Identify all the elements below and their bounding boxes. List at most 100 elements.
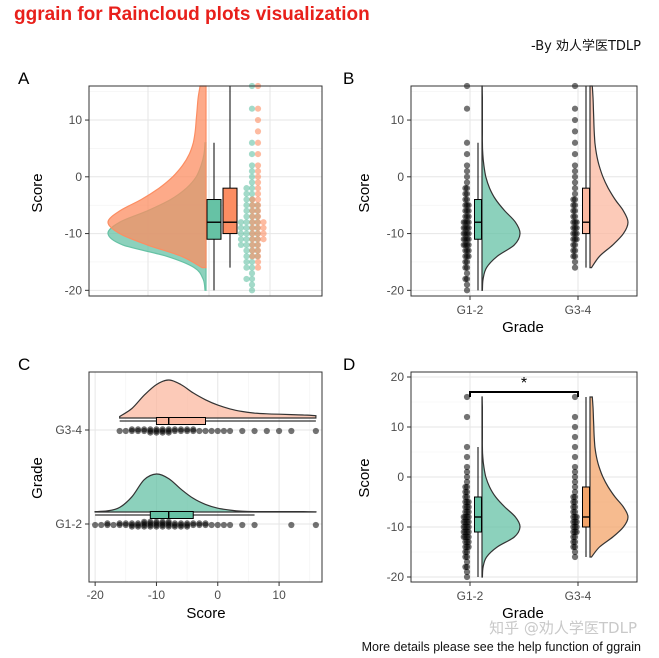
panel-d-xtick-label: G1-2 <box>457 589 484 603</box>
panel-c-point-g12 <box>98 521 105 529</box>
panel-d-point-g12 <box>465 543 472 551</box>
panel-b-point-g34 <box>570 213 577 220</box>
panel-c-xlabel: Score <box>186 605 225 622</box>
panel-d-point-g12 <box>462 553 469 561</box>
panel-b: B Score Grade -20 -10 0 10 G1-2 G3-4 <box>343 69 638 336</box>
panel-a-point-g12 <box>248 258 256 266</box>
panel-d-point-g12 <box>460 523 467 531</box>
panel-b-point-g12 <box>463 105 471 112</box>
panel-c-point-g34 <box>220 427 227 435</box>
panel-a-point-g34 <box>254 190 262 197</box>
panel-d-point-g12 <box>462 483 469 491</box>
panel-b-point-g12 <box>463 179 471 186</box>
panel-c-point-g34 <box>275 427 283 435</box>
panel-a-point-g12 <box>248 139 256 146</box>
panel-c-point-g34 <box>116 427 123 435</box>
panel-c-point-g12 <box>251 521 258 529</box>
panel-b-point-g34 <box>571 139 579 146</box>
panel-d-box-g34-box <box>582 486 590 528</box>
panel-a-ytick-label: -10 <box>65 227 83 241</box>
panel-d-point-g12 <box>462 493 469 501</box>
panel-a-point-g34 <box>254 202 262 209</box>
panel-d-point-g12 <box>465 528 472 536</box>
panel-b-point-g12 <box>462 264 469 271</box>
panel-c-point-g34 <box>251 427 258 435</box>
panel-d-ytick-label: -10 <box>387 520 405 534</box>
panel-c-point-g34 <box>196 427 203 435</box>
panel-a-point-g12 <box>243 247 250 254</box>
panel-d-cloud-g12 <box>481 396 521 578</box>
panel-a-point-g34 <box>254 224 262 231</box>
panel-b-point-g34 <box>570 207 577 214</box>
panel-c-point-g34 <box>128 426 136 433</box>
panel-a-point-g12 <box>243 253 250 260</box>
panel-d-point-g12 <box>463 463 471 471</box>
panel-c-ytick-label: G1-2 <box>55 517 82 531</box>
panel-d-point-g12 <box>465 513 472 521</box>
panel-c-xtick-label: -20 <box>86 588 104 602</box>
footnote: More details please see the help functio… <box>361 640 641 654</box>
panel-a-point-g12 <box>243 213 250 220</box>
panel-a-point-g34 <box>249 253 256 260</box>
panel-d-point-g12 <box>463 573 471 581</box>
panel-c-point-g12 <box>288 521 295 529</box>
panel-d-point-g12 <box>465 518 472 526</box>
panel-d-point-g12 <box>462 548 469 556</box>
panel-b-point-g12 <box>463 287 471 294</box>
panel-b-point-g34 <box>571 116 579 124</box>
panel-a-ytick-label: 10 <box>69 113 83 127</box>
panel-a-ytick-label: 0 <box>75 170 82 184</box>
panel-d-point-g34 <box>571 423 579 431</box>
panel-b-ylabel: Score <box>356 173 373 212</box>
panel-b-xtick-label: G3-4 <box>565 303 592 317</box>
panel-d-point-g34 <box>573 523 580 531</box>
panel-a-point-g12 <box>248 185 256 192</box>
panel-c-point-g34 <box>263 427 270 435</box>
panel-c-point-g12 <box>116 520 123 527</box>
panel-b-point-g12 <box>463 162 471 169</box>
panel-b-point-g12 <box>465 207 472 214</box>
panel-b-point-g34 <box>573 230 580 237</box>
panel-d-point-g34 <box>571 413 579 421</box>
panel-a-point-g34 <box>260 224 267 231</box>
panel-a-point-g12 <box>237 219 245 226</box>
panel-b-point-g12 <box>465 247 472 254</box>
panel-d-point-g12 <box>465 508 472 516</box>
panel-label-c: C <box>18 355 30 374</box>
panel-d-point-g34 <box>570 533 577 541</box>
panel-c-point-g34 <box>312 427 319 435</box>
panel-c-point-g12 <box>171 523 178 530</box>
panel-d-point-g12 <box>463 558 471 566</box>
panel-c-point-g12 <box>159 518 166 525</box>
panel-c-point-g34 <box>159 429 166 436</box>
panel-b-ytick-label: -10 <box>387 227 405 241</box>
panel-c-box-g12 <box>149 511 194 519</box>
panel-b-point-g34 <box>571 151 579 158</box>
panel-a-point-g34 <box>249 241 256 249</box>
panel-a-point-g12 <box>248 162 256 169</box>
panel-d-point-g34 <box>571 548 579 556</box>
panel-a-point-g12 <box>248 281 256 288</box>
panel-a-point-g34 <box>254 247 262 254</box>
panel-d-point-g34 <box>571 488 579 496</box>
panel-a-point-g34 <box>249 207 256 214</box>
panel-c-point-g34 <box>202 427 209 435</box>
panel-a-point-g12 <box>243 230 250 237</box>
panel-a-point-g12 <box>243 264 250 271</box>
panel-c-point-g34 <box>141 426 148 433</box>
panel-b-point-g12 <box>465 241 472 249</box>
panel-c-point-g12 <box>202 520 209 527</box>
panel-b-point-g12 <box>462 196 469 203</box>
panel-c-point-g12 <box>104 520 111 527</box>
panel-c-point-g12 <box>134 523 142 530</box>
panel-a-point-g12 <box>248 275 256 283</box>
panel-d-point-g34 <box>571 453 579 461</box>
panel-a-point-g34 <box>254 241 262 249</box>
panel-c-point-g12 <box>165 518 172 525</box>
panel-c-point-g12 <box>226 521 234 529</box>
panel-c-ytick-label: G3-4 <box>55 423 82 437</box>
panel-a-point-g12 <box>237 230 245 237</box>
panel-a-point-g12 <box>248 151 256 158</box>
